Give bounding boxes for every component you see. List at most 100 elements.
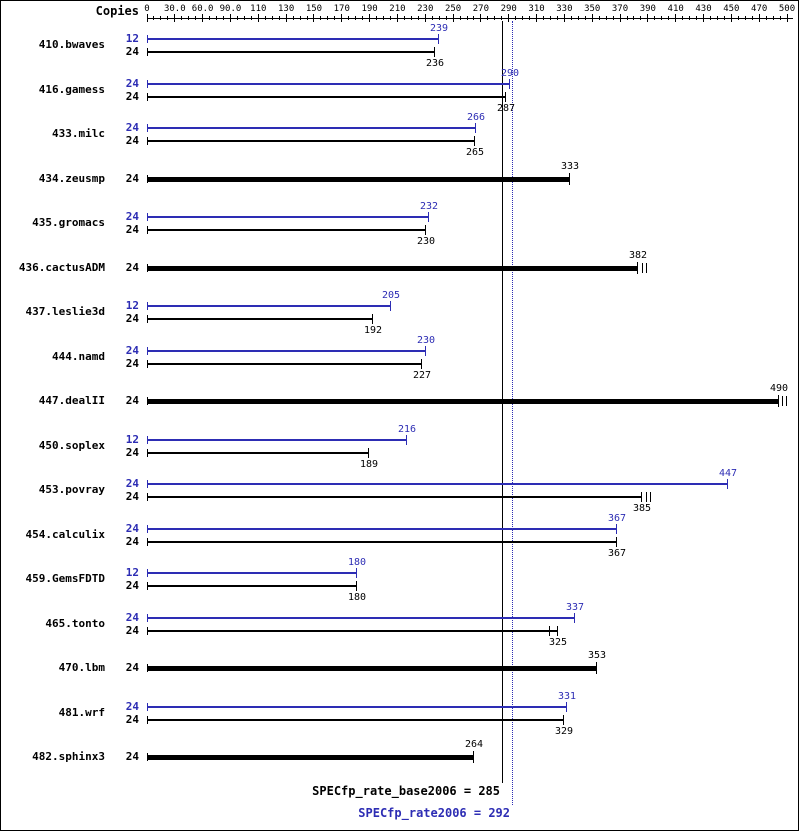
bar-start-tick <box>147 448 148 457</box>
axis-minor-tick <box>605 16 607 20</box>
axis-minor-tick <box>389 16 391 20</box>
run-mark-tick <box>642 262 643 273</box>
copies-label: 12 <box>125 32 139 45</box>
bar-start-tick <box>147 137 148 145</box>
benchmark-label: 470.lbm <box>58 661 105 674</box>
value-label: 331 <box>557 690 576 702</box>
bar <box>147 318 372 320</box>
copies-label: 24 <box>125 490 139 503</box>
axis-tick-label: 90.0 <box>219 4 242 14</box>
axis-minor-tick <box>327 16 329 20</box>
copies-label: 24 <box>125 171 139 185</box>
axis-minor-tick <box>431 16 433 20</box>
value-label: 290 <box>500 67 519 79</box>
axis-tick-label: 230 <box>417 4 434 14</box>
axis-minor-tick <box>744 16 746 20</box>
axis-minor-tick <box>556 16 558 20</box>
copies-label: 24 <box>125 343 139 357</box>
axis-minor-tick <box>689 16 691 20</box>
value-label: 230 <box>416 236 435 247</box>
axis-minor-tick <box>466 16 468 20</box>
copies-axis-title: Copies <box>95 4 139 18</box>
axis-major-tick <box>146 14 148 22</box>
bar-end-tick <box>356 568 357 578</box>
axis-minor-tick <box>529 16 531 20</box>
value-label: 266 <box>466 112 485 123</box>
axis-minor-tick <box>195 16 197 20</box>
bar-start-tick <box>147 79 148 88</box>
bar-end-tick <box>372 314 373 324</box>
axis-major-tick <box>285 14 287 22</box>
axis-minor-tick <box>209 16 211 20</box>
bar-start-tick <box>147 480 148 488</box>
axis-minor-tick <box>765 16 767 20</box>
axis-minor-tick <box>522 16 524 20</box>
axis-major-tick <box>480 14 482 22</box>
bar-start-tick <box>147 226 148 234</box>
axis-tick-label: 270 <box>472 4 490 14</box>
bar-end-tick <box>368 447 369 458</box>
axis-minor-tick <box>445 16 447 20</box>
axis-minor-tick <box>737 16 739 20</box>
value-label: 189 <box>359 458 378 470</box>
run-mark-tick <box>646 492 647 502</box>
axis-major-tick <box>452 14 454 22</box>
bar-end-tick <box>641 492 642 502</box>
bar <box>147 718 563 721</box>
bar <box>147 216 428 218</box>
copies-label: 24 <box>125 477 139 490</box>
axis-tick-label: 170 <box>333 4 350 14</box>
bar-end-tick <box>505 91 506 102</box>
benchmark-label: 447.dealII <box>38 394 105 407</box>
axis-minor-tick <box>779 16 781 20</box>
bar-end-tick <box>390 301 391 311</box>
axis-major-tick <box>619 14 621 22</box>
axis-minor-tick <box>383 16 385 20</box>
value-label: 230 <box>416 334 435 346</box>
value-label: 227 <box>412 369 431 381</box>
axis-minor-tick <box>487 16 489 20</box>
bar <box>147 666 596 671</box>
bar <box>147 527 616 530</box>
axis-minor-tick <box>668 16 670 20</box>
axis-minor-tick <box>334 16 336 20</box>
benchmark-label: 454.calculix <box>25 527 105 541</box>
axis-minor-tick <box>271 16 273 20</box>
run-mark-tick <box>782 396 783 406</box>
copies-label: 24 <box>125 534 139 548</box>
axis-minor-tick <box>501 16 503 20</box>
value-label: 367 <box>607 512 626 524</box>
bar-end-tick <box>438 34 439 44</box>
run-mark-tick <box>786 396 787 406</box>
copies-label: 24 <box>125 210 139 223</box>
axis-tick-label: 330 <box>556 4 573 14</box>
copies-label: 24 <box>125 394 139 407</box>
axis-minor-tick <box>459 16 461 20</box>
bar-start-tick <box>147 359 148 368</box>
axis-minor-tick <box>306 16 308 20</box>
bar-end-tick <box>574 612 575 623</box>
bar <box>147 585 356 587</box>
axis-minor-tick <box>362 16 364 20</box>
axis-tick-label: 60.0 <box>191 4 214 14</box>
axis-minor-tick <box>216 16 218 20</box>
axis-major-tick <box>508 14 510 22</box>
bar <box>147 616 574 619</box>
bar-start-tick <box>147 213 148 221</box>
axis-major-tick <box>730 14 732 22</box>
axis-minor-tick <box>626 16 628 20</box>
value-label: 180 <box>347 592 366 603</box>
benchmark-label: 435.gromacs <box>32 216 105 229</box>
bar-start-tick <box>147 753 148 761</box>
axis-minor-tick <box>598 16 600 20</box>
axis-major-tick <box>229 14 231 22</box>
axis-tick-label: 110 <box>250 4 267 14</box>
bar-end-tick <box>509 78 510 89</box>
axis-minor-tick <box>243 16 245 20</box>
axis-minor-tick <box>570 16 572 20</box>
value-label: 239 <box>429 23 448 34</box>
bar-end-tick <box>569 172 570 185</box>
axis-tick-label: 30.0 <box>163 4 186 14</box>
copies-label: 12 <box>125 299 139 312</box>
